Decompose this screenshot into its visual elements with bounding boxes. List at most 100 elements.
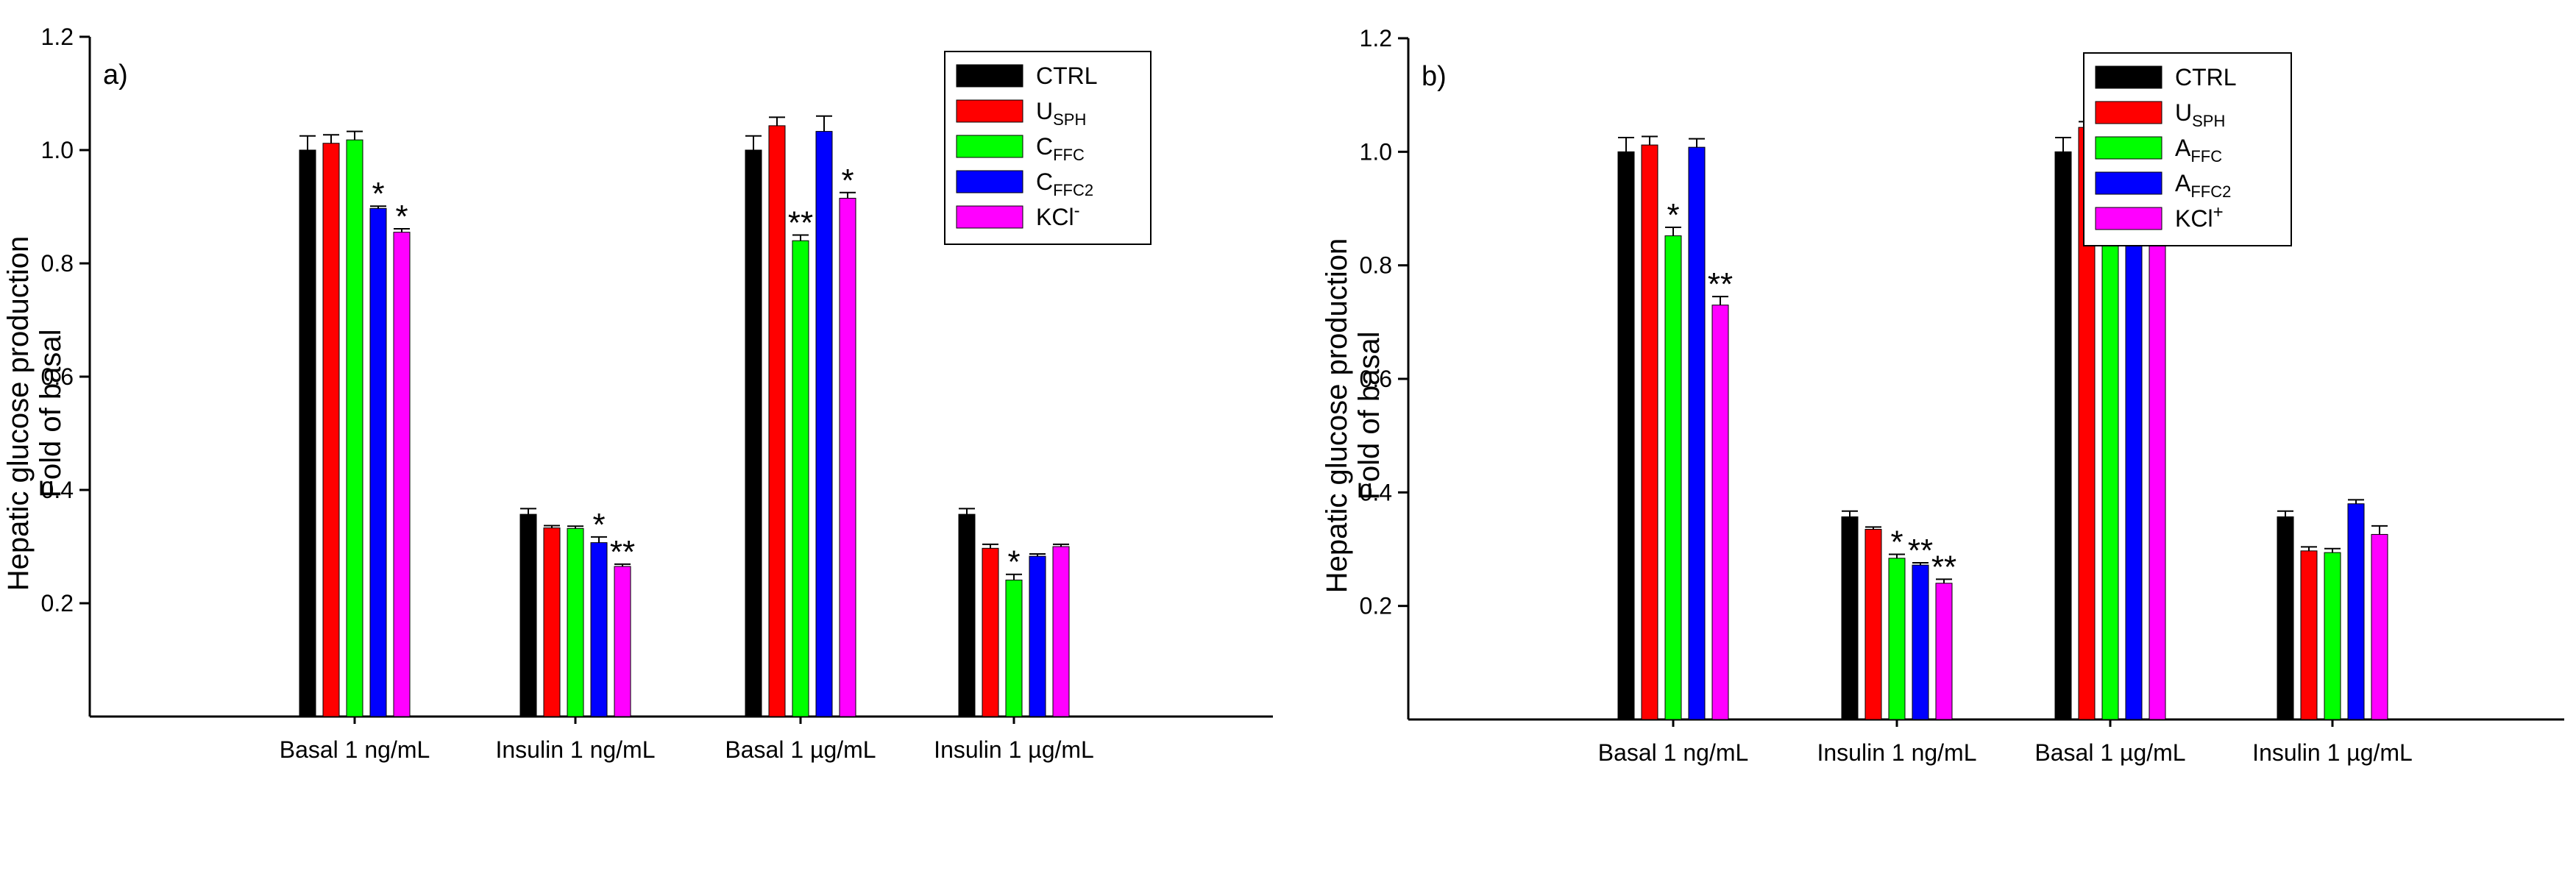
x-tick-label: Insulin 1 µg/mL [2252,739,2413,766]
legend-label-main: A [2175,135,2191,161]
legend-swatch [2095,65,2162,89]
legend-swatch [2095,136,2162,160]
bar [590,542,608,717]
bar [2125,185,2143,720]
bar [567,527,584,717]
significance-label: ** [788,205,813,241]
bar [393,232,411,717]
legend-label-main: KCl [1036,204,1074,230]
bar [519,513,537,717]
legend-label-subscript: FFC2 [1053,181,1093,199]
bar [543,527,561,717]
bar [1664,235,1682,720]
legend-swatch [956,99,1023,123]
significance-label: * [592,507,605,543]
bar [768,125,786,717]
legend-label-subscript: SPH [2192,112,2225,130]
legend-label-main: CTRL [2175,64,2237,90]
legend-label: AFFC [2175,135,2222,166]
legend-label-main: C [1036,168,1053,195]
y-tick-label: 0.2 [41,590,74,616]
significance-label: * [395,199,408,235]
bar [1935,583,1953,720]
legend-label: KCl+ [2175,202,2224,232]
significance-label: ** [1908,533,1933,569]
bar [792,240,809,717]
significance-label: ** [610,534,635,570]
bar [745,149,762,717]
bar [1029,555,1046,717]
legend-swatch [956,64,1023,88]
significance-label: ** [1708,266,1733,302]
bar [2347,503,2365,720]
y-tick-label: 0.8 [1360,252,1392,279]
legend-label-main: KCl [2175,205,2213,232]
bar [614,566,631,717]
bar [1617,151,1635,720]
legend-label: CFFC2 [1036,168,1093,199]
significance-label: * [1667,197,1679,233]
legend-swatch [2095,171,2162,195]
bar [815,131,833,717]
legend-label-subscript: SPH [1053,110,1086,129]
x-tick-label: Insulin 1 µg/mL [934,736,1094,763]
bar [322,143,340,717]
x-tick-label: Insulin 1 ng/mL [495,736,655,763]
x-tick-label: Basal 1 ng/mL [1598,739,1749,766]
y-tick-label: 0.6 [1360,366,1392,392]
y-tick-label: 1.2 [1360,25,1392,51]
y-tick-label: 0.6 [41,363,74,390]
significance-label: * [372,176,384,212]
y-tick-label: 0.8 [41,250,74,277]
y-axis-label-line2: Fold of basal [1353,331,1385,500]
legend-label-subscript: FFC [2190,147,2222,166]
bar [1711,305,1729,720]
bar [982,547,999,717]
legend-label: AFFC2 [2175,170,2231,201]
bar [369,207,387,717]
y-tick-label: 1.0 [1360,138,1392,165]
chart-panel-b: 0.2 0.4 0.6 0.8 1.0 1.2 Hepatic glucose produc… [1288,0,2575,885]
x-tick-label: Basal 1 ng/mL [280,736,430,763]
y-axis-label-line1: Hepatic glucose production [1321,238,1353,594]
bar [1864,528,1882,720]
significance-label: * [1890,524,1903,560]
bar [1841,516,1859,720]
panel-label: b) [1422,61,1447,92]
legend-label: CTRL [1036,63,1098,89]
y-tick-label: 0.4 [41,477,74,503]
y-axis-label-line2: Fold of basal [35,329,67,497]
x-tick-label: Basal 1 µg/mL [725,736,876,763]
legend-label: USPH [2175,99,2225,130]
bar [299,149,316,717]
bar [839,197,856,717]
bar [2277,516,2294,720]
legend-swatch [956,135,1023,158]
bar [2054,151,2072,720]
bar [346,139,363,717]
legend-label-main: U [1036,98,1053,124]
bar [1052,546,1070,717]
bar [1688,146,1706,720]
panel-label: a) [103,60,128,90]
bar [1912,564,1929,720]
legend-label-main: A [2175,170,2191,196]
legend-label: USPH [1036,98,1086,129]
legend-label: CFFC [1036,133,1085,164]
y-tick-label: 1.2 [41,24,74,50]
bar [1005,579,1023,717]
legend-label-main: U [2175,99,2192,126]
legend-label-subscript: FFC2 [2190,182,2231,201]
legend-label-superscript: - [1074,201,1080,221]
bar [1888,558,1906,720]
legend-label: CTRL [2175,64,2237,90]
bar [2371,533,2388,720]
bar [2300,550,2318,720]
legend-label-superscript: + [2213,202,2224,222]
legend-label-main: CTRL [1036,63,1098,89]
legend-swatch [956,205,1023,229]
y-tick-label: 0.2 [1360,593,1392,619]
chart-panel-a: 0.2 0.4 0.6 0.8 1.0 1.2 Hepatic glucose produc… [2,24,1273,763]
legend-swatch [2095,101,2162,124]
legend-swatch [2095,207,2162,230]
